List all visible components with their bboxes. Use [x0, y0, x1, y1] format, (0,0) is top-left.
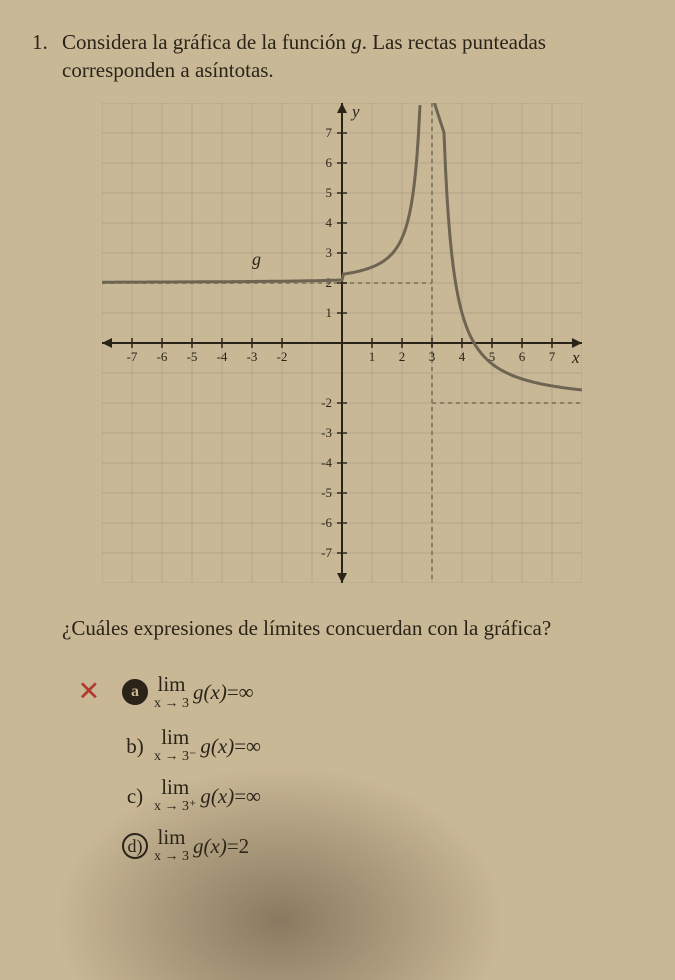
option-c-rhs: ∞: [246, 782, 261, 810]
option-a-filled-icon: a: [122, 679, 148, 705]
equals: =: [234, 782, 246, 810]
option-a-rhs: ∞: [239, 678, 254, 706]
svg-text:4: 4: [459, 349, 466, 364]
svg-text:-7: -7: [321, 545, 332, 560]
option-c: c) lim x → 3⁺ g(x) = ∞: [62, 774, 643, 818]
option-b-rhs: ∞: [246, 732, 261, 760]
subquestion-text: ¿Cuáles expresiones de límites concuerda…: [62, 614, 643, 642]
svg-text:-4: -4: [217, 349, 228, 364]
option-c-approach: x → 3⁺: [154, 800, 196, 814]
svg-text:-2: -2: [321, 395, 332, 410]
option-b-letter: b): [116, 732, 154, 760]
equals: =: [234, 732, 246, 760]
svg-text:1: 1: [369, 349, 376, 364]
option-a-approach: x → 3: [154, 697, 189, 711]
option-b: b) lim x → 3⁻ g(x) = ∞: [62, 724, 643, 768]
svg-text:x: x: [571, 348, 580, 367]
svg-text:3: 3: [326, 245, 333, 260]
svg-text:6: 6: [326, 155, 333, 170]
option-d-circled-icon: d): [122, 833, 148, 859]
svg-text:-7: -7: [127, 349, 138, 364]
svg-text:g: g: [252, 249, 261, 269]
option-b-expression: lim x → 3⁻ g(x) = ∞: [154, 727, 261, 764]
svg-text:-5: -5: [187, 349, 198, 364]
graph-svg: -7-6-5-4-3-212345671234567-2-3-4-5-6-7xy…: [102, 103, 582, 583]
option-c-letter: c): [116, 782, 154, 810]
option-a-letter: a: [116, 679, 154, 705]
option-d-expression: lim x → 3 g(x) = 2: [154, 827, 249, 864]
svg-text:7: 7: [326, 125, 333, 140]
function-name: g: [351, 30, 362, 54]
options-list: × a lim x → 3 g(x) = ∞ b) lim x → 3⁻ g(x…: [62, 666, 643, 867]
option-d: d) lim x → 3 g(x) = 2: [62, 824, 643, 868]
func-call: g(x): [200, 782, 234, 810]
option-d-approach: x → 3: [154, 850, 189, 864]
lim-word: lim: [161, 727, 189, 748]
svg-text:-3: -3: [247, 349, 258, 364]
svg-text:4: 4: [326, 215, 333, 230]
svg-text:5: 5: [326, 185, 333, 200]
svg-text:-4: -4: [321, 455, 332, 470]
question-number: 1.: [32, 28, 62, 85]
option-c-expression: lim x → 3⁺ g(x) = ∞: [154, 777, 261, 814]
option-d-letter: d): [116, 833, 154, 859]
question-text-part1: Considera la gráfica de la función: [62, 30, 351, 54]
svg-text:6: 6: [519, 349, 526, 364]
svg-text:-6: -6: [321, 515, 332, 530]
option-a: × a lim x → 3 g(x) = ∞: [62, 666, 643, 717]
svg-text:2: 2: [326, 275, 333, 290]
svg-text:-2: -2: [277, 349, 288, 364]
svg-text:2: 2: [399, 349, 406, 364]
func-call: g(x): [193, 832, 227, 860]
option-a-expression: lim x → 3 g(x) = ∞: [154, 674, 254, 711]
equals: =: [227, 678, 239, 706]
option-b-approach: x → 3⁻: [154, 750, 196, 764]
option-d-rhs: 2: [239, 832, 250, 860]
func-call: g(x): [193, 678, 227, 706]
lim-word: lim: [157, 674, 185, 695]
svg-text:3: 3: [429, 349, 436, 364]
svg-text:-6: -6: [157, 349, 168, 364]
svg-text:y: y: [350, 103, 360, 121]
graph-container: -7-6-5-4-3-212345671234567-2-3-4-5-6-7xy…: [102, 103, 643, 590]
wrong-mark-icon: ×: [62, 666, 116, 717]
lim-word: lim: [161, 777, 189, 798]
question-text: Considera la gráfica de la función g. La…: [62, 28, 643, 85]
svg-text:-5: -5: [321, 485, 332, 500]
svg-text:-3: -3: [321, 425, 332, 440]
svg-text:1: 1: [326, 305, 333, 320]
func-call: g(x): [200, 732, 234, 760]
equals: =: [227, 832, 239, 860]
question-header: 1. Considera la gráfica de la función g.…: [32, 28, 643, 85]
svg-text:7: 7: [549, 349, 556, 364]
lim-word: lim: [157, 827, 185, 848]
